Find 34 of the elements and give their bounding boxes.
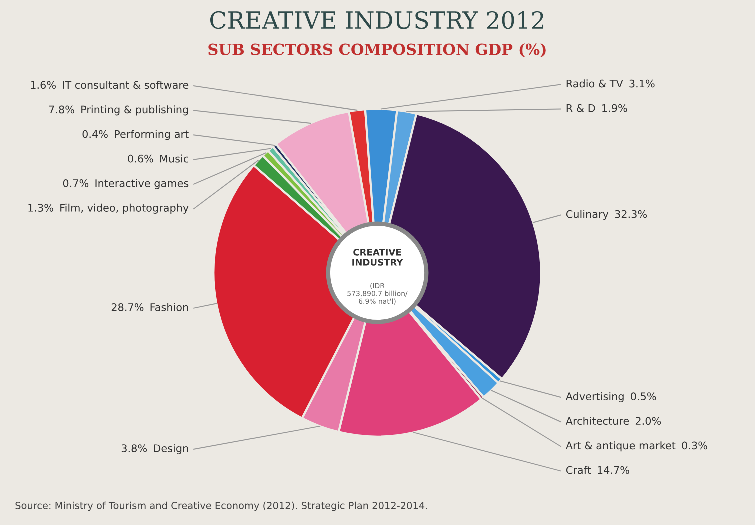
data-label: 28.7%	[112, 303, 144, 312]
data-label: 7.8%	[49, 106, 74, 114]
slice-label: Performing art	[115, 130, 189, 140]
slice-label: Art & antique market	[566, 442, 676, 452]
data-label: 1.6%	[31, 81, 56, 90]
data-label: 32.3%	[615, 210, 648, 218]
data-label: 1.9%	[602, 104, 628, 112]
slice-label: Film, video, photography	[60, 204, 189, 214]
data-label: 3.1%	[630, 80, 655, 88]
data-label: 0.6%	[128, 154, 154, 163]
slice-label: Radio & TV	[566, 80, 624, 88]
slice-label: Advertising	[566, 392, 624, 403]
data-label: 3.8%	[122, 444, 148, 452]
slice-label: R & D	[566, 104, 596, 112]
slice-label: Architecture	[566, 417, 630, 426]
data-label: 2.0%	[636, 417, 662, 426]
slice-label: Craft	[566, 466, 592, 474]
data-label: 0.7%	[63, 180, 89, 188]
data-label: 0.5%	[631, 392, 656, 401]
data-label: 1.3%	[28, 204, 54, 212]
text: CREATIVE INDUSTRY	[352, 248, 404, 266]
slice-label: Interactive games	[96, 179, 189, 190]
data-label: 0.3%	[682, 442, 708, 450]
slice-label: Fashion	[150, 303, 188, 312]
slice-label: IT consultant & software	[63, 81, 189, 90]
slice-label: Printing & publishing	[82, 106, 188, 116]
slice-label: Music	[160, 154, 188, 163]
data-label: 0.4%	[82, 130, 108, 138]
slice-label: Culinary	[566, 210, 609, 220]
data-label: 14.7%	[598, 466, 630, 474]
source-note: Source: Ministry of Tourism and Creative Economy (2012). Strategic Plan 2012-2014.	[16, 502, 428, 512]
slice-label: Design	[154, 444, 188, 454]
chart-title: CREATIVE INDUSTRY 2012	[210, 11, 544, 30]
chart-subtitle: SUB SECTORS COMPOSITION GDP (%)	[208, 44, 546, 58]
